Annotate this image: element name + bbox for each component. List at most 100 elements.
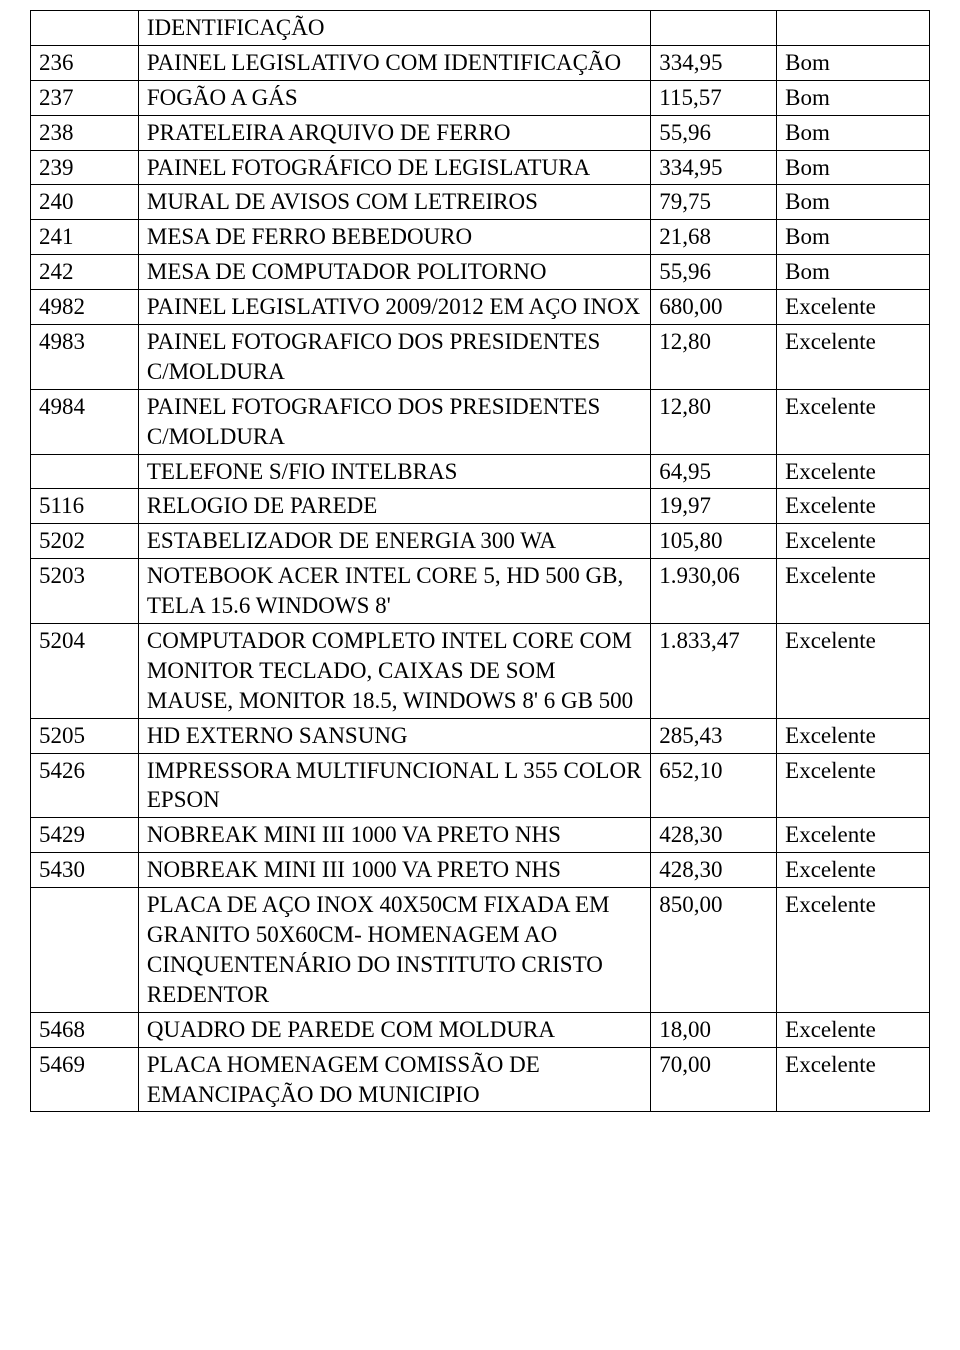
cell-description: PAINEL FOTOGRAFICO DOS PRESIDENTES C/MOL… <box>138 389 650 454</box>
table-row: 5204COMPUTADOR COMPLETO INTEL CORE COM M… <box>31 624 930 719</box>
cell-description: MESA DE COMPUTADOR POLITORNO <box>138 255 650 290</box>
cell-description: RELOGIO DE PAREDE <box>138 489 650 524</box>
cell-value: 70,00 <box>651 1047 777 1112</box>
cell-id: 4983 <box>31 325 139 390</box>
cell-status: Excelente <box>777 290 930 325</box>
cell-status: Excelente <box>777 753 930 818</box>
cell-value: 652,10 <box>651 753 777 818</box>
cell-id: 5469 <box>31 1047 139 1112</box>
cell-status: Bom <box>777 220 930 255</box>
cell-id <box>31 11 139 46</box>
cell-description: PLACA DE AÇO INOX 40X50CM FIXADA EM GRAN… <box>138 888 650 1013</box>
cell-description: PAINEL FOTOGRAFICO DOS PRESIDENTES C/MOL… <box>138 325 650 390</box>
cell-id: 239 <box>31 150 139 185</box>
table-row: 4984PAINEL FOTOGRAFICO DOS PRESIDENTES C… <box>31 389 930 454</box>
cell-value: 19,97 <box>651 489 777 524</box>
cell-id: 5203 <box>31 559 139 624</box>
cell-value: 334,95 <box>651 150 777 185</box>
cell-description: MURAL DE AVISOS COM LETREIROS <box>138 185 650 220</box>
table-row: 241MESA DE FERRO BEBEDOURO21,68Bom <box>31 220 930 255</box>
cell-description: NOTEBOOK ACER INTEL CORE 5, HD 500 GB, T… <box>138 559 650 624</box>
cell-status: Excelente <box>777 818 930 853</box>
cell-status: Excelente <box>777 454 930 489</box>
cell-id: 5204 <box>31 624 139 719</box>
cell-id: 238 <box>31 115 139 150</box>
table-row: 5202ESTABELIZADOR DE ENERGIA 300 WA105,8… <box>31 524 930 559</box>
cell-value: 12,80 <box>651 325 777 390</box>
cell-value: 334,95 <box>651 45 777 80</box>
table-row: 238PRATELEIRA ARQUIVO DE FERRO55,96Bom <box>31 115 930 150</box>
table-row: IDENTIFICAÇÃO <box>31 11 930 46</box>
cell-description: HD EXTERNO SANSUNG <box>138 718 650 753</box>
cell-status: Excelente <box>777 489 930 524</box>
cell-value: 79,75 <box>651 185 777 220</box>
cell-value <box>651 11 777 46</box>
table-row: 5469PLACA HOMENAGEM COMISSÃO DE EMANCIPA… <box>31 1047 930 1112</box>
inventory-table: IDENTIFICAÇÃO236PAINEL LEGISLATIVO COM I… <box>30 10 930 1112</box>
cell-status: Excelente <box>777 1047 930 1112</box>
cell-status: Bom <box>777 255 930 290</box>
cell-description: NOBREAK MINI III 1000 VA PRETO NHS <box>138 853 650 888</box>
cell-description: PAINEL LEGISLATIVO COM IDENTIFICAÇÃO <box>138 45 650 80</box>
cell-status: Excelente <box>777 325 930 390</box>
cell-id <box>31 888 139 1013</box>
cell-value: 12,80 <box>651 389 777 454</box>
table-row: 242MESA DE COMPUTADOR POLITORNO55,96Bom <box>31 255 930 290</box>
cell-description: IDENTIFICAÇÃO <box>138 11 650 46</box>
cell-id: 5202 <box>31 524 139 559</box>
cell-id: 242 <box>31 255 139 290</box>
cell-id: 5430 <box>31 853 139 888</box>
table-row: 236PAINEL LEGISLATIVO COM IDENTIFICAÇÃO3… <box>31 45 930 80</box>
table-row: 5203NOTEBOOK ACER INTEL CORE 5, HD 500 G… <box>31 559 930 624</box>
table-row: 5116RELOGIO DE PAREDE19,97Excelente <box>31 489 930 524</box>
cell-description: ESTABELIZADOR DE ENERGIA 300 WA <box>138 524 650 559</box>
table-row: 5205HD EXTERNO SANSUNG285,43Excelente <box>31 718 930 753</box>
cell-id: 4984 <box>31 389 139 454</box>
table-row: 5468QUADRO DE PAREDE COM MOLDURA18,00Exc… <box>31 1012 930 1047</box>
cell-id: 5205 <box>31 718 139 753</box>
cell-description: COMPUTADOR COMPLETO INTEL CORE COM MONIT… <box>138 624 650 719</box>
cell-id: 5429 <box>31 818 139 853</box>
table-row: 237FOGÃO A GÁS115,57Bom <box>31 80 930 115</box>
table-row: TELEFONE S/FIO INTELBRAS64,95Excelente <box>31 454 930 489</box>
table-row: 5426IMPRESSORA MULTIFUNCIONAL L 355 COLO… <box>31 753 930 818</box>
table-row: 5430NOBREAK MINI III 1000 VA PRETO NHS42… <box>31 853 930 888</box>
cell-id: 236 <box>31 45 139 80</box>
cell-status: Excelente <box>777 888 930 1013</box>
cell-description: IMPRESSORA MULTIFUNCIONAL L 355 COLOR EP… <box>138 753 650 818</box>
cell-value: 64,95 <box>651 454 777 489</box>
cell-description: PLACA HOMENAGEM COMISSÃO DE EMANCIPAÇÃO … <box>138 1047 650 1112</box>
cell-id: 5426 <box>31 753 139 818</box>
cell-status: Excelente <box>777 624 930 719</box>
cell-status: Excelente <box>777 1012 930 1047</box>
table-row: 239PAINEL FOTOGRÁFICO DE LEGISLATURA334,… <box>31 150 930 185</box>
cell-value: 850,00 <box>651 888 777 1013</box>
cell-status: Excelente <box>777 853 930 888</box>
cell-description: PAINEL LEGISLATIVO 2009/2012 EM AÇO INOX <box>138 290 650 325</box>
cell-id: 240 <box>31 185 139 220</box>
cell-value: 1.833,47 <box>651 624 777 719</box>
cell-value: 428,30 <box>651 818 777 853</box>
table-row: 4982PAINEL LEGISLATIVO 2009/2012 EM AÇO … <box>31 290 930 325</box>
cell-description: QUADRO DE PAREDE COM MOLDURA <box>138 1012 650 1047</box>
table-body: IDENTIFICAÇÃO236PAINEL LEGISLATIVO COM I… <box>31 11 930 1112</box>
table-row: PLACA DE AÇO INOX 40X50CM FIXADA EM GRAN… <box>31 888 930 1013</box>
cell-id: 241 <box>31 220 139 255</box>
cell-value: 55,96 <box>651 115 777 150</box>
cell-value: 115,57 <box>651 80 777 115</box>
cell-status: Bom <box>777 185 930 220</box>
cell-value: 428,30 <box>651 853 777 888</box>
cell-status: Excelente <box>777 718 930 753</box>
cell-value: 18,00 <box>651 1012 777 1047</box>
cell-description: TELEFONE S/FIO INTELBRAS <box>138 454 650 489</box>
cell-id: 4982 <box>31 290 139 325</box>
cell-value: 21,68 <box>651 220 777 255</box>
table-row: 240MURAL DE AVISOS COM LETREIROS79,75Bom <box>31 185 930 220</box>
cell-status: Bom <box>777 45 930 80</box>
cell-status: Excelente <box>777 524 930 559</box>
cell-value: 55,96 <box>651 255 777 290</box>
cell-value: 285,43 <box>651 718 777 753</box>
cell-id <box>31 454 139 489</box>
cell-description: NOBREAK MINI III 1000 VA PRETO NHS <box>138 818 650 853</box>
table-row: 5429NOBREAK MINI III 1000 VA PRETO NHS42… <box>31 818 930 853</box>
